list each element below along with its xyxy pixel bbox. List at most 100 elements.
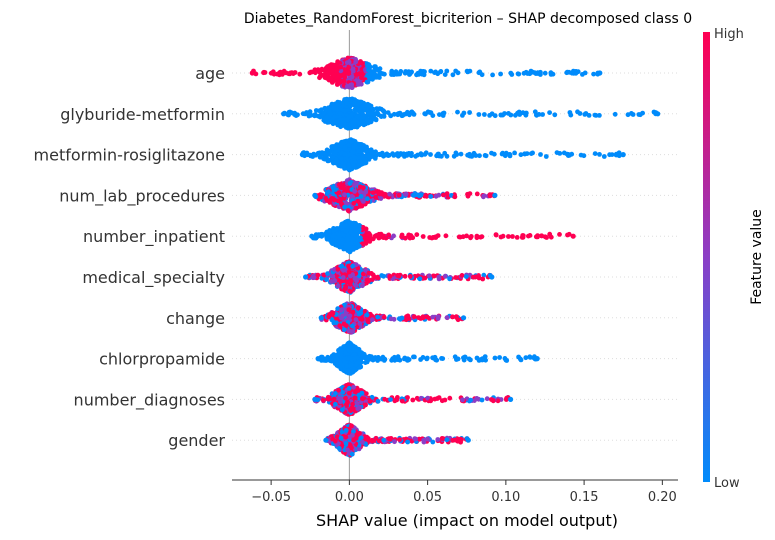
shap-point bbox=[359, 154, 365, 160]
shap-point bbox=[342, 204, 347, 210]
shap-point bbox=[360, 160, 366, 166]
shap-point bbox=[344, 279, 350, 285]
shap-point bbox=[338, 68, 344, 74]
shap-point bbox=[524, 151, 530, 157]
shap-point bbox=[340, 390, 346, 395]
shap-point bbox=[410, 235, 416, 241]
shap-point bbox=[493, 232, 499, 238]
shap-point bbox=[597, 70, 603, 76]
shap-point bbox=[503, 150, 509, 156]
shap-point bbox=[351, 348, 356, 353]
shap-point bbox=[443, 233, 449, 239]
shap-point bbox=[480, 276, 486, 282]
shap-point bbox=[357, 350, 363, 356]
shap-point bbox=[415, 70, 421, 76]
feature-label: chlorpropamide bbox=[99, 350, 225, 369]
shap-point bbox=[328, 111, 334, 117]
shap-point bbox=[465, 191, 470, 197]
shap-point bbox=[637, 112, 643, 118]
shap-point bbox=[346, 59, 352, 65]
shap-point bbox=[341, 78, 347, 84]
shap-point bbox=[332, 197, 337, 203]
shap-point bbox=[346, 69, 352, 75]
shap-point bbox=[346, 114, 352, 120]
shap-point bbox=[482, 354, 488, 359]
shap-point bbox=[487, 193, 493, 199]
shap-point bbox=[542, 70, 548, 76]
shap-point bbox=[319, 354, 325, 360]
shap-point bbox=[346, 163, 352, 169]
feature-labels: ageglyburide-metforminmetformin-rosiglit… bbox=[34, 64, 226, 450]
shap-point bbox=[335, 283, 341, 289]
shap-point bbox=[333, 148, 339, 154]
shap-point bbox=[366, 110, 372, 116]
shap-point bbox=[352, 225, 357, 230]
shap-point bbox=[346, 138, 352, 143]
shap-point bbox=[492, 113, 498, 119]
feature-label: number_diagnoses bbox=[74, 390, 225, 410]
shap-point bbox=[502, 356, 508, 361]
shap-point bbox=[440, 356, 446, 361]
feature-label: age bbox=[195, 64, 225, 83]
shap-point bbox=[310, 275, 316, 281]
shap-point bbox=[426, 273, 432, 279]
shap-point bbox=[399, 398, 405, 404]
shap-point bbox=[434, 153, 439, 159]
shap-point bbox=[364, 148, 370, 154]
shap-point bbox=[338, 156, 344, 162]
feature-label: change bbox=[166, 309, 225, 328]
shap-point bbox=[468, 235, 473, 241]
shap-point bbox=[517, 356, 523, 362]
shap-point bbox=[305, 110, 311, 116]
shap-point bbox=[327, 200, 333, 205]
shap-point bbox=[490, 72, 495, 78]
shap-point bbox=[476, 112, 482, 117]
shap-point bbox=[521, 70, 527, 76]
shap-point bbox=[474, 235, 480, 241]
shap-point bbox=[292, 112, 297, 117]
shap-point bbox=[607, 152, 612, 158]
shap-point bbox=[363, 226, 369, 232]
shap-point bbox=[350, 66, 356, 72]
shap-point bbox=[570, 233, 576, 239]
shap-point bbox=[402, 356, 407, 362]
shap-point bbox=[517, 112, 523, 117]
shap-point bbox=[372, 156, 378, 161]
shap-point bbox=[352, 189, 357, 194]
shap-point bbox=[324, 356, 330, 362]
shap-point bbox=[333, 242, 338, 248]
shap-point bbox=[411, 192, 416, 198]
shap-point bbox=[268, 70, 274, 76]
shap-point bbox=[462, 354, 468, 360]
shap-point bbox=[342, 356, 348, 361]
feature-label: glyburide-metformin bbox=[60, 105, 225, 124]
shap-point bbox=[328, 238, 333, 243]
shap-point bbox=[388, 316, 394, 322]
shap-point bbox=[318, 315, 324, 321]
shap-point bbox=[299, 152, 305, 158]
shap-point bbox=[353, 389, 358, 395]
shap-point bbox=[516, 71, 522, 77]
shap-point bbox=[457, 234, 463, 240]
shap-point bbox=[343, 228, 349, 234]
shap-point bbox=[453, 68, 459, 74]
shap-point bbox=[378, 196, 384, 201]
shap-point bbox=[370, 317, 375, 323]
shap-point bbox=[312, 396, 318, 402]
shap-point bbox=[525, 71, 531, 76]
shap-point bbox=[340, 275, 346, 280]
shap-point bbox=[350, 272, 355, 278]
shap-point bbox=[371, 69, 376, 75]
shap-point bbox=[398, 69, 404, 74]
shap-point bbox=[382, 71, 387, 77]
shap-point bbox=[330, 187, 336, 193]
shap-point bbox=[303, 274, 309, 280]
shap-point bbox=[477, 153, 482, 159]
shap-point bbox=[353, 317, 359, 322]
shap-point bbox=[287, 71, 293, 77]
shap-point bbox=[498, 71, 503, 77]
shap-point bbox=[492, 192, 498, 198]
shap-point bbox=[322, 67, 327, 73]
shap-point bbox=[365, 67, 371, 73]
shap-point bbox=[352, 276, 358, 281]
